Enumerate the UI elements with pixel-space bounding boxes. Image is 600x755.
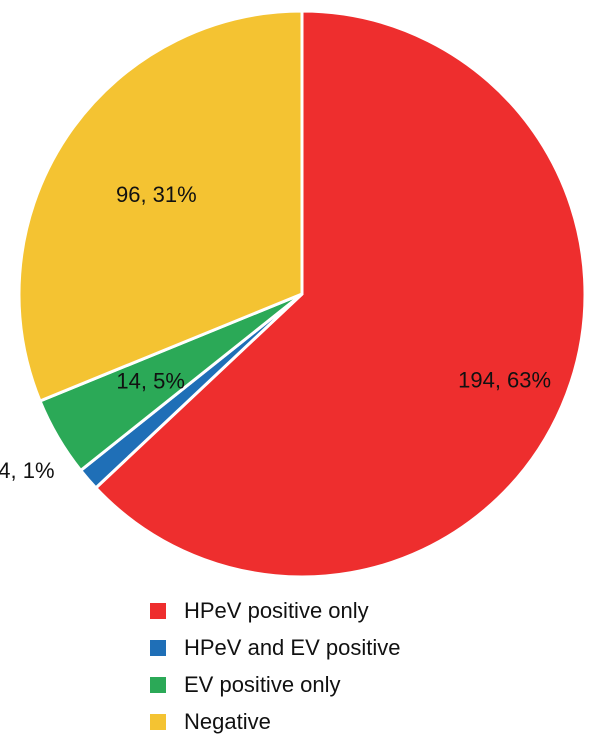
pie-slice-3 — [17, 9, 304, 403]
legend-label: EV positive only — [184, 671, 341, 697]
legend-swatch — [150, 713, 166, 730]
legend-swatch — [150, 602, 166, 619]
pie-slice-0 — [94, 9, 587, 579]
legend: HPeV positive only HPeV and EV positive … — [150, 592, 400, 740]
legend-label: HPeV and EV positive — [184, 634, 401, 660]
data-label-3: 96, 31% — [116, 182, 197, 207]
legend-label: Negative — [184, 708, 271, 734]
legend-item-hpev-positive-only: HPeV positive only — [150, 592, 400, 629]
legend-swatch — [150, 676, 166, 693]
legend-label: HPeV positive only — [184, 597, 369, 623]
legend-item-ev-positive-only: EV positive only — [150, 666, 400, 703]
data-label-2: 14, 5% — [116, 369, 185, 394]
legend-swatch — [150, 639, 166, 656]
data-label-0: 194, 63% — [458, 367, 551, 392]
legend-item-hpev-and-ev-positive: HPeV and EV positive — [150, 629, 400, 666]
data-label-1: 4, 1% — [0, 458, 55, 483]
pie-chart: 194, 63% 4, 1% 14, 5% 96, 31% — [0, 9, 587, 579]
legend-item-negative: Negative — [150, 703, 400, 740]
